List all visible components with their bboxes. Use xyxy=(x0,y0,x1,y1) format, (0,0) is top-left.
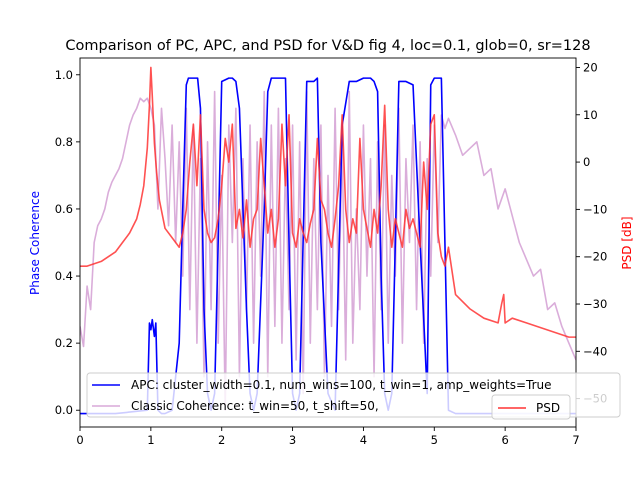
legend-label: Classic Coherence: t_win=50, t_shift=50, xyxy=(131,399,379,413)
y-left-tick-label: 1.0 xyxy=(55,68,73,82)
x-tick-label: 3 xyxy=(289,433,296,447)
axes-frame xyxy=(79,57,577,428)
y-left-tick-label: 0.8 xyxy=(55,135,73,149)
series-psd-line xyxy=(80,66,576,338)
series-classic-coherence-line xyxy=(80,90,576,412)
y-right-tick-label: −40 xyxy=(583,344,607,358)
legend-left-box xyxy=(86,372,621,418)
legend-right: PSD xyxy=(491,394,571,420)
y-left-tick-label: 0.0 xyxy=(55,403,73,417)
plot-area xyxy=(80,66,576,415)
x-tick-label: 4 xyxy=(360,433,367,447)
y-left-tick-label: 0.2 xyxy=(55,336,73,350)
x-tick-label: 1 xyxy=(147,433,154,447)
legend-label: PSD xyxy=(536,401,560,415)
x-tick-label: 0 xyxy=(76,433,83,447)
y-axis-label-left: Phase Coherence xyxy=(28,191,42,295)
y-left-tick-label: 0.6 xyxy=(55,202,73,216)
y-right-tick-label: −20 xyxy=(583,250,607,264)
x-tick-label: 7 xyxy=(572,433,579,447)
legend-label: APC: cluster_width=0.1, num_wins=100, t_… xyxy=(131,378,552,392)
legend-left: APC: cluster_width=0.1, num_wins=100, t_… xyxy=(86,372,621,418)
x-tick-label: 2 xyxy=(218,433,225,447)
series-apc-line xyxy=(80,77,576,415)
y-axis-label-right: PSD [dB] xyxy=(620,216,634,269)
y-left-tick-label: 0.4 xyxy=(55,269,73,283)
legend-right-box xyxy=(491,394,571,420)
y-right-tick-label: −10 xyxy=(583,202,607,216)
y-right-tick-label: 20 xyxy=(583,60,598,74)
y-right-tick-label: 0 xyxy=(583,155,590,169)
axes: 0 1 2 3 4 5 6 7 0.0 0.2 0.4 0.6 0.8 1.0 20 10 0 −10 −20 −30… xyxy=(55,57,607,447)
y-right-tick-label: −30 xyxy=(583,297,607,311)
chart-title: Comparison of PC, APC, and PSD for V&D f… xyxy=(65,38,590,54)
x-tick-label: 6 xyxy=(501,433,508,447)
y-right-tick-label: 10 xyxy=(583,108,598,122)
x-tick-label: 5 xyxy=(431,433,438,447)
